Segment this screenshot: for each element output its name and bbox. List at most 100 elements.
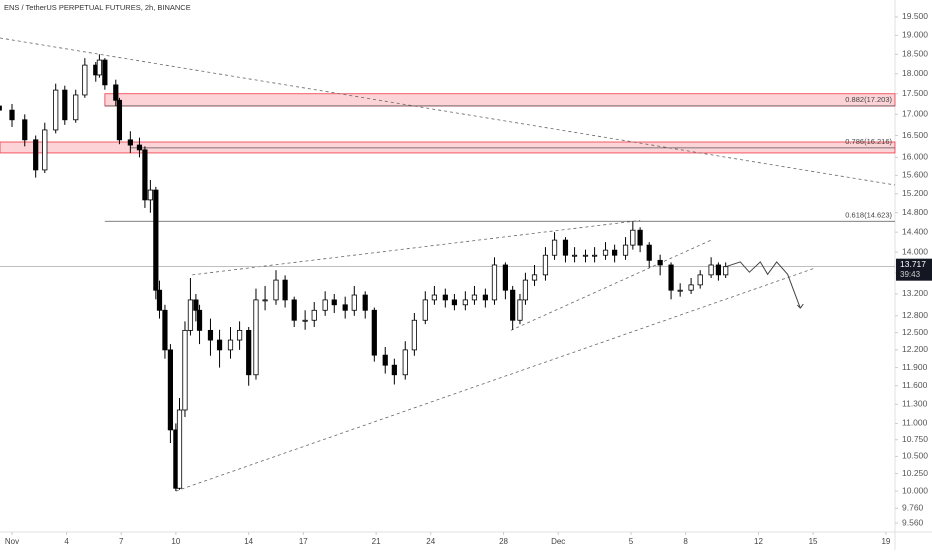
candle-body — [462, 299, 468, 306]
candle-body — [33, 139, 39, 171]
candle-body — [491, 264, 498, 301]
y-tick-label: 14.400 — [902, 226, 928, 236]
candle-body — [723, 266, 729, 276]
trendline — [510, 239, 712, 331]
candle-body — [136, 144, 143, 151]
candle-body — [207, 329, 214, 341]
candle-body — [522, 279, 529, 301]
y-tick-label: 14.800 — [902, 207, 928, 217]
candle-body — [102, 59, 108, 86]
y-tick-label: 15.600 — [902, 170, 928, 180]
x-tick-label: 15 — [809, 537, 818, 546]
x-tick-label: 5 — [629, 537, 634, 546]
candle-body — [582, 254, 589, 257]
x-tick-label: Nov — [5, 537, 19, 546]
y-tick-label: 16.500 — [902, 130, 928, 140]
candle-body — [9, 109, 15, 121]
candle-body — [612, 249, 618, 256]
y-tick-label: 11.300 — [902, 399, 928, 409]
candle-body — [156, 289, 163, 311]
candle-body — [451, 299, 458, 306]
candle-body — [196, 309, 203, 331]
candle-body — [246, 329, 252, 376]
y-tick-label: 16.000 — [902, 152, 928, 162]
y-tick-label: 19.500 — [902, 11, 928, 21]
candle-body — [42, 129, 48, 171]
y-tick-label: 18.000 — [902, 68, 928, 78]
y-tick-label: 10.500 — [902, 451, 928, 461]
y-tick-label: 14.000 — [902, 246, 928, 256]
candle-body — [53, 89, 59, 131]
candle-body — [542, 254, 549, 276]
y-tick-label: 12.200 — [902, 344, 928, 354]
candle-body — [630, 229, 636, 246]
candle-body — [227, 339, 234, 351]
trendline — [0, 37, 896, 186]
y-tick-label: 17.000 — [902, 109, 928, 119]
y-tick-label: 17.500 — [902, 88, 928, 98]
candle-body — [253, 299, 259, 376]
y-tick-label: 11.600 — [902, 380, 928, 390]
candle-body — [382, 354, 388, 366]
candle-body — [502, 264, 508, 291]
y-tick-label: 11.900 — [902, 362, 928, 372]
x-tick-label: 28 — [499, 537, 508, 546]
x-tick-label: 21 — [372, 537, 381, 546]
candle-body — [431, 294, 437, 301]
candle-body — [602, 249, 609, 256]
candle-body — [216, 339, 223, 351]
candle-body — [708, 264, 714, 276]
candle-body — [0, 105, 2, 111]
last-price-label: 13.717 — [900, 259, 926, 269]
candle-body — [531, 274, 538, 281]
y-tick-label: 13.200 — [902, 288, 928, 298]
candle-body — [167, 349, 174, 431]
candle-body — [371, 309, 377, 356]
candle-body — [331, 299, 337, 306]
y-tick-label: 10.750 — [902, 434, 928, 444]
fib-label: 0.786(16.216) — [845, 137, 892, 146]
candle-body — [677, 289, 683, 292]
supply-zone — [104, 93, 896, 107]
projection-arrow — [796, 303, 804, 309]
candle-body — [668, 264, 674, 291]
candle-body — [22, 119, 28, 141]
candle-body — [187, 299, 194, 331]
candle-body — [562, 239, 569, 256]
candle-body — [592, 254, 598, 257]
candle-body — [362, 294, 368, 311]
y-tick-label: 19.000 — [902, 30, 928, 40]
candle-body — [646, 244, 652, 261]
candle-body — [282, 279, 288, 301]
fib-label: 0.618(14.623) — [845, 210, 892, 219]
y-tick-label: 11.000 — [902, 418, 928, 428]
candle-body — [517, 299, 523, 321]
x-tick-label: Dec — [551, 537, 565, 546]
chart-title: ENS / TetherUS PERPETUAL FUTURES, 2h, BI… — [4, 3, 191, 12]
y-tick-label: 15.200 — [902, 188, 928, 198]
x-tick-label: 4 — [64, 537, 69, 546]
y-tick-label: 9.760 — [902, 503, 924, 513]
candle-body — [193, 299, 199, 311]
x-tick-label: 24 — [426, 537, 435, 546]
candle-body — [142, 149, 148, 201]
candle-body — [351, 294, 357, 311]
candle-body — [322, 299, 328, 311]
candle-body — [291, 299, 297, 321]
candle-body — [127, 139, 133, 146]
candle-body — [471, 294, 478, 301]
projection-path — [725, 261, 801, 309]
candle-body — [411, 319, 417, 351]
candle-body — [273, 279, 279, 301]
candle-body — [715, 264, 722, 276]
candle-body — [422, 299, 428, 321]
x-tick-label: 10 — [171, 537, 180, 546]
candle-body — [551, 239, 558, 256]
candle-body — [688, 284, 694, 291]
x-tick-label: 8 — [683, 537, 688, 546]
y-tick-label: 12.800 — [902, 310, 928, 320]
candle-body — [182, 329, 188, 411]
supply-zone — [0, 141, 896, 154]
